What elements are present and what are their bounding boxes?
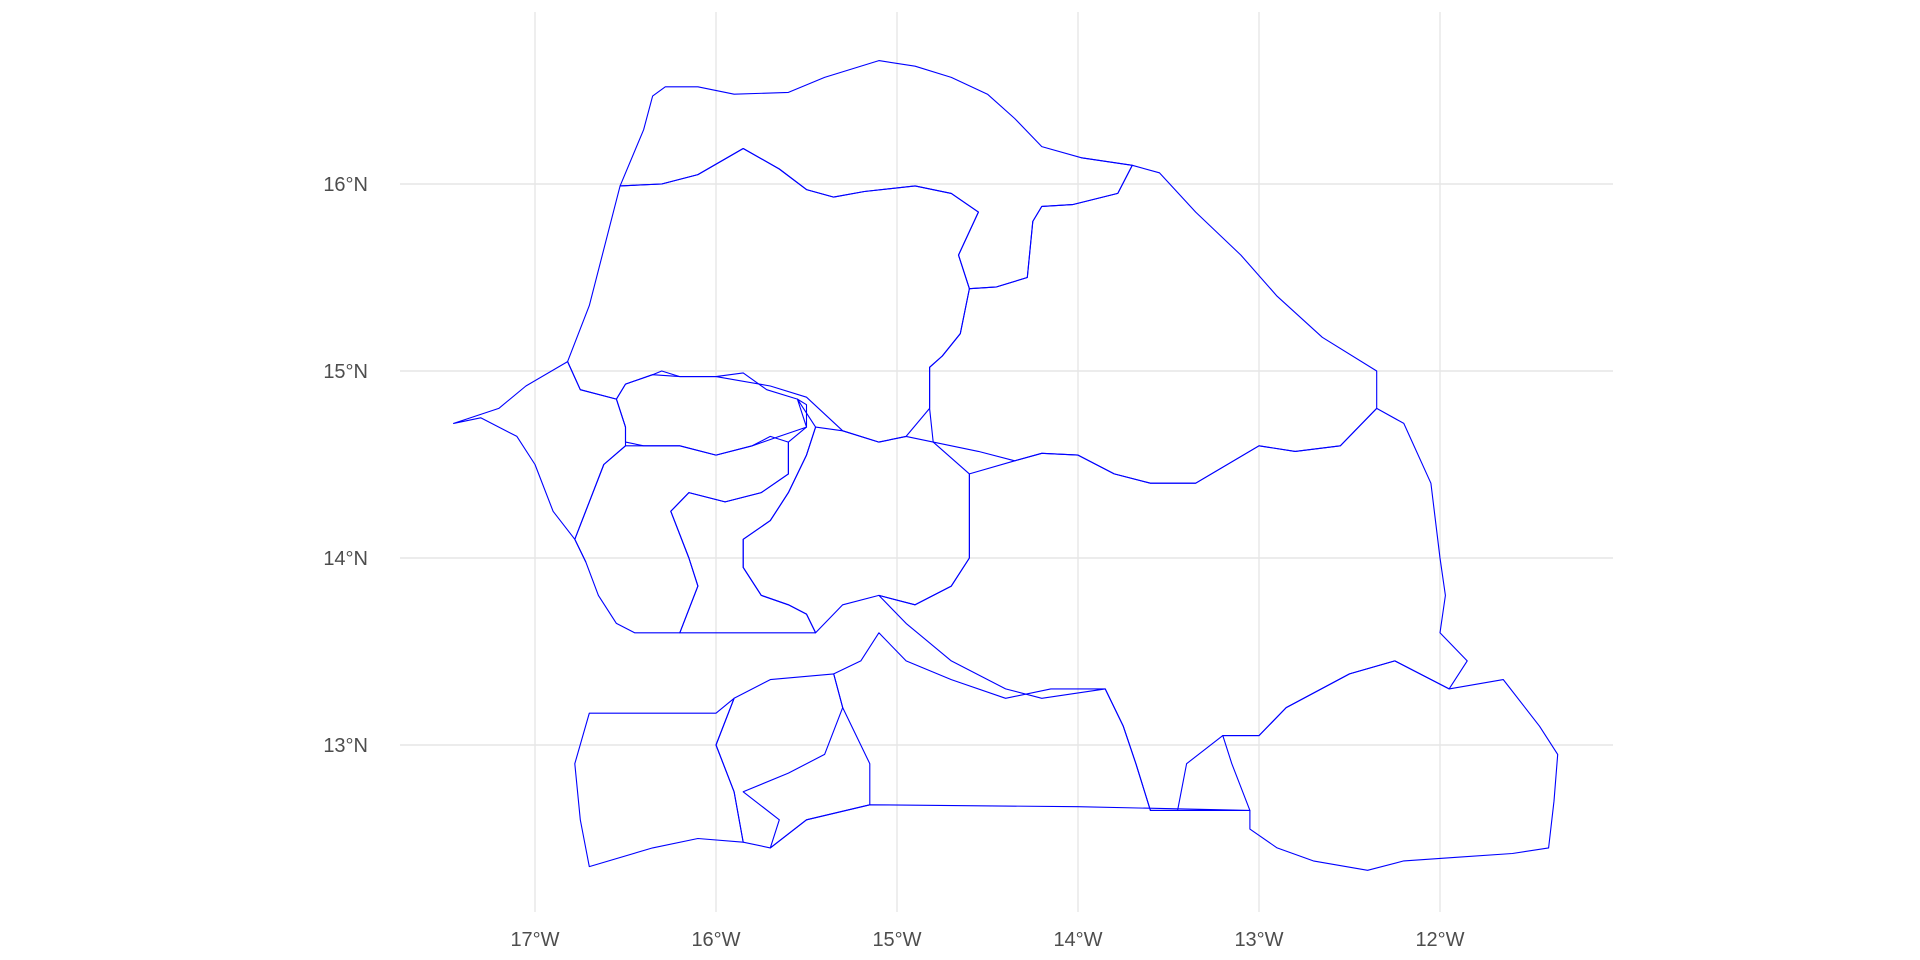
region-louga: [567, 147, 979, 443]
region-tambacounda: [878, 407, 1468, 811]
y-axis-tick-labels: 16°N 15°N 14°N 13°N: [323, 174, 368, 757]
region-kaffrine: [742, 426, 970, 634]
x-tick-label: 12°W: [1415, 929, 1464, 951]
region-matam: [929, 157, 1378, 484]
y-tick-label: 13°N: [323, 735, 368, 757]
region-kaolack: [670, 398, 817, 634]
region-ziguinchor: [574, 697, 744, 868]
region-fatick: [574, 435, 789, 634]
x-tick-label: 14°W: [1053, 929, 1102, 951]
region-thies: [453, 361, 627, 563]
x-axis-tick-labels: 17°W 16°W 15°W 14°W 13°W 12°W: [510, 929, 1464, 951]
x-tick-label: 15°W: [872, 929, 921, 951]
region-sedhiou: [715, 673, 871, 849]
x-tick-label: 17°W: [510, 929, 559, 951]
region-diourbel: [615, 372, 808, 456]
graticule: [400, 12, 1613, 912]
region-kedougou: [1222, 660, 1559, 871]
y-tick-label: 15°N: [323, 361, 368, 383]
y-tick-label: 16°N: [323, 174, 368, 196]
x-tick-label: 16°W: [691, 929, 740, 951]
y-tick-label: 14°N: [323, 548, 368, 570]
region-kolda: [742, 632, 1251, 849]
x-tick-label: 13°W: [1234, 929, 1283, 951]
region-boundaries: [453, 60, 1559, 871]
